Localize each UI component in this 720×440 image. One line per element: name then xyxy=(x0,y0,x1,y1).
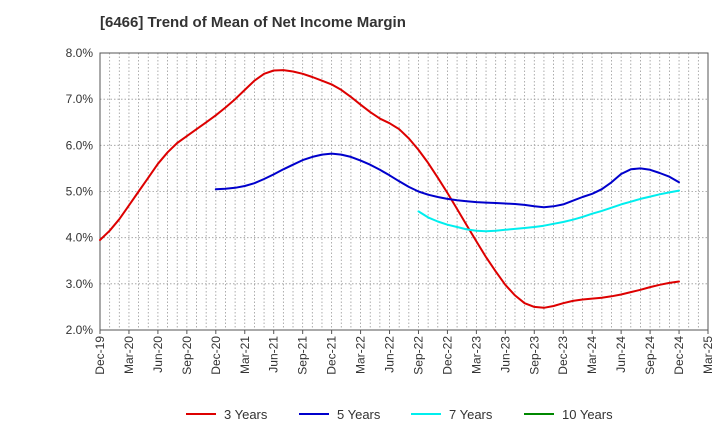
x-tick-label: Sep-20 xyxy=(180,336,194,375)
series-line-5-years xyxy=(214,152,680,209)
plot-area xyxy=(100,53,708,330)
x-tick-label: Jun-20 xyxy=(151,336,165,373)
x-tick-label: Jun-22 xyxy=(383,336,397,373)
x-tick-label: Jun-24 xyxy=(614,336,628,373)
x-tick-label: Mar-22 xyxy=(354,336,368,374)
x-tick-label: Jun-23 xyxy=(498,336,512,373)
x-tick-label: Dec-20 xyxy=(209,336,223,375)
x-tick-label: Sep-21 xyxy=(296,336,310,375)
y-tick-label: 3.0% xyxy=(66,277,94,291)
x-tick-label: Mar-24 xyxy=(585,336,599,374)
x-tick-label: Dec-24 xyxy=(672,336,686,375)
legend-label: 10 Years xyxy=(562,407,613,422)
y-tick-label: 5.0% xyxy=(66,185,94,199)
y-tick-label: 4.0% xyxy=(66,231,94,245)
x-tick-label: Jun-21 xyxy=(267,336,281,373)
series-line-7-years xyxy=(417,189,680,233)
y-tick-label: 8.0% xyxy=(66,46,94,60)
x-tick-label: Dec-23 xyxy=(556,336,570,375)
x-tick-label: Mar-20 xyxy=(122,336,136,374)
x-tick-label: Mar-25 xyxy=(701,336,715,374)
plot-frame xyxy=(99,52,709,331)
legend-label: 7 Years xyxy=(449,407,493,422)
legend-label: 5 Years xyxy=(337,407,381,422)
chart-title: [6466] Trend of Mean of Net Income Margi… xyxy=(100,14,406,31)
x-tick-label: Dec-22 xyxy=(440,336,454,375)
y-tick-label: 7.0% xyxy=(66,92,94,106)
series-line-3-years xyxy=(99,69,680,309)
x-tick-label: Sep-24 xyxy=(643,336,657,375)
x-tick-label: Sep-22 xyxy=(411,336,425,375)
x-tick-label: Sep-23 xyxy=(527,336,541,375)
y-tick-label: 6.0% xyxy=(66,138,94,152)
x-tick-label: Mar-21 xyxy=(238,336,252,374)
legend-label: 3 Years xyxy=(224,407,268,422)
x-tick-label: Dec-21 xyxy=(325,336,339,375)
x-tick-label: Dec-19 xyxy=(93,336,107,375)
y-tick-label: 2.0% xyxy=(66,323,94,337)
x-tick-label: Mar-23 xyxy=(469,336,483,374)
